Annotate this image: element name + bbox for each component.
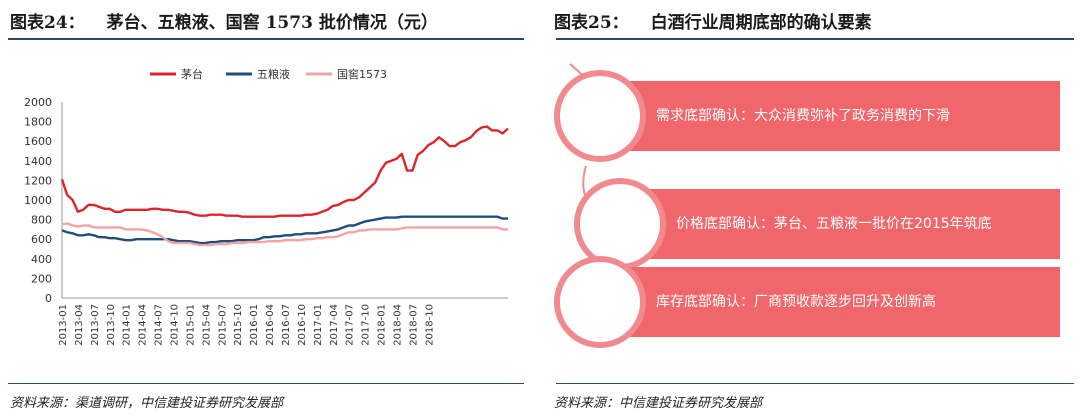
y-tick-label: 200	[31, 272, 52, 285]
x-tick-label: 2013-04	[74, 304, 85, 346]
right-source-note: 资料来源：中信建投证券研究发展部	[554, 396, 763, 411]
y-tick-label: 1200	[24, 174, 52, 187]
diagram-items	[554, 70, 1060, 348]
left-figure-number: 图表24：	[10, 13, 85, 33]
legend-label: 茅台	[181, 67, 203, 81]
confirmation-text: 库存底部确认：厂商预收款逐步回升及创新高	[656, 294, 936, 310]
right-title-rule	[556, 38, 1074, 40]
series-line	[61, 215, 508, 245]
x-tick-label: 2018-07	[408, 304, 419, 346]
price-line-chart: 茅台 五粮液 国窖1573 0 200 400 600 800 1000 1200 1400 160…	[24, 67, 509, 346]
x-tick-label: 2015-01	[185, 304, 196, 346]
right-figure-title: 图表25： 白酒行业周期底部的确认要素	[554, 8, 872, 33]
x-tick-label: 2014-04	[138, 304, 149, 346]
y-tick-label: 800	[31, 214, 52, 227]
x-tick-label: 2016-04	[265, 304, 276, 346]
y-tick-label: 1600	[24, 135, 52, 148]
item-circle	[560, 76, 640, 156]
left-source-rule	[8, 383, 524, 384]
left-source-note: 资料来源：渠道调研，中信建投证券研究发展部	[10, 396, 284, 411]
confirmation-text: 价格底部确认：茅台、五粮液一批价在2015年筑底	[676, 216, 992, 232]
bottom-confirmation-diagram	[554, 63, 1060, 348]
x-tick-label: 2015-04	[201, 304, 212, 346]
left-figure-title: 图表24： 茅台、五粮液、国窖 1573 批价情况（元）	[10, 8, 438, 33]
left-figure-panel: 图表24： 茅台、五粮液、国窖 1573 批价情况（元） 茅台 五粮液 国窖1573 …	[0, 0, 530, 420]
x-tick-label: 2013-07	[90, 304, 101, 346]
series-line	[60, 125, 509, 218]
x-tick-label: 2018-01	[377, 304, 388, 346]
x-tick-label: 2017-10	[361, 304, 372, 346]
x-tick-label: 2017-04	[329, 304, 340, 346]
left-title-rule	[8, 38, 524, 40]
left-figure-caption: 茅台、五粮液、国窖 1573 批价情况（元）	[106, 13, 438, 33]
y-tick-label: 1800	[24, 116, 52, 129]
x-tick-label: 2017-01	[313, 304, 324, 346]
x-tick-label: 2015-10	[233, 304, 244, 346]
y-tick-label: 600	[31, 233, 52, 246]
confirmation-bar	[628, 267, 1060, 337]
x-tick-label: 2017-07	[345, 304, 356, 346]
y-tick-label: 1000	[24, 194, 52, 207]
legend-label: 国窖1573	[337, 67, 387, 81]
x-tick-label: 2014-01	[122, 304, 133, 346]
item-circle	[560, 262, 640, 342]
confirmation-bar	[628, 81, 1060, 151]
right-figure-number: 图表25：	[554, 13, 629, 33]
x-tick-label: 2015-07	[217, 304, 228, 346]
y-tick-label: 0	[45, 292, 52, 305]
y-tick-label: 1400	[24, 155, 52, 168]
y-tick-label: 2000	[24, 96, 52, 109]
y-axis: 0 200 400 600 800 1000 1200 1400 1600 1800 2000	[24, 96, 63, 305]
right-source-rule	[556, 383, 1074, 384]
x-tick-label: 2018-10	[424, 304, 435, 346]
x-tick-label: 2014-07	[154, 304, 165, 346]
right-figure-panel: 图表25： 白酒行业周期底部的确认要素 需求底部确认：大众消费弥补了政务消费的下滑…	[548, 0, 1080, 420]
y-tick-label: 400	[31, 253, 52, 266]
chart-legend: 茅台 五粮液 国窖1573	[150, 67, 387, 81]
right-figure-caption: 白酒行业周期底部的确认要素	[650, 13, 872, 33]
x-tick-label: 2013-01	[58, 304, 69, 346]
x-tick-label: 2018-04	[393, 304, 404, 346]
legend-label: 五粮液	[257, 67, 290, 81]
x-tick-label: 2016-01	[249, 304, 260, 346]
x-tick-label: 2013-10	[106, 304, 117, 346]
x-tick-label: 2016-07	[281, 304, 292, 346]
series-lines	[60, 125, 509, 247]
x-axis: 2013-01 2013-04 2013-07 2013-10 2014-01 2014-…	[58, 297, 508, 346]
confirmation-bar	[648, 189, 1060, 259]
confirmation-text: 需求底部确认：大众消费弥补了政务消费的下滑	[656, 108, 950, 124]
item-circle	[580, 184, 660, 264]
x-tick-label: 2016-10	[297, 304, 308, 346]
x-tick-label: 2014-10	[170, 304, 181, 346]
series-line	[61, 222, 508, 247]
